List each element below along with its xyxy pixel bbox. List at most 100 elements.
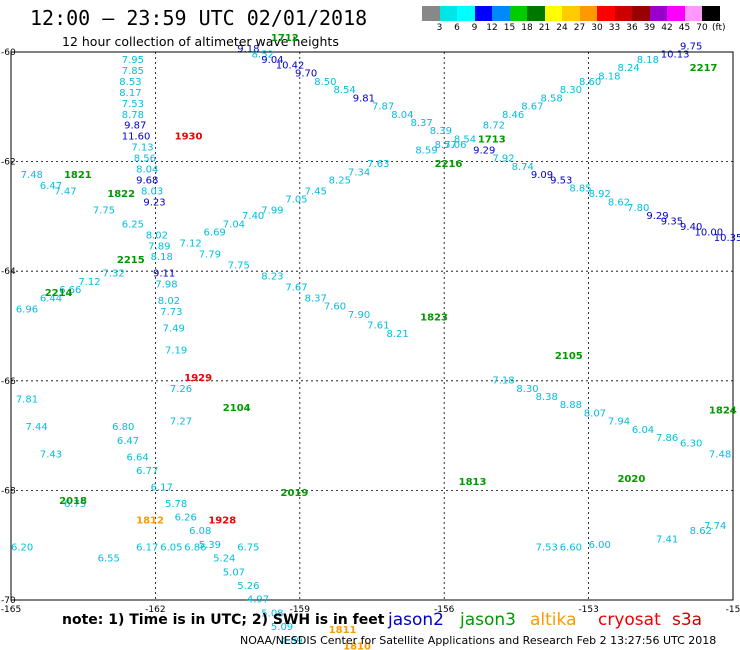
wave-height-value: 10.35 (714, 233, 740, 244)
wave-height-value: 7.41 (656, 534, 678, 545)
wave-height-value: 7.87 (372, 102, 394, 113)
wave-height-value: 8.02 (158, 296, 180, 307)
wave-height-value: 9.29 (646, 211, 668, 222)
wave-height-value: 9.68 (136, 176, 158, 187)
colorbar-swatch (667, 6, 685, 21)
wave-height-value: 7.32 (102, 269, 124, 280)
lat-tick-label: -68 (1, 486, 16, 496)
wave-height-value: 7.44 (25, 422, 47, 433)
wave-height-value: 8.88 (560, 400, 582, 411)
pass-time-label: 2214 (45, 288, 73, 299)
wave-height-value: 7.63 (367, 159, 389, 170)
colorbar-swatch (439, 6, 457, 21)
wave-height-value: 7.79 (199, 250, 221, 261)
colorbar-label: 24 (556, 23, 568, 33)
footer-credit: NOAA/NESDIS Center for Satellite Applica… (240, 634, 717, 647)
colorbar-label: 27 (573, 23, 586, 33)
wave-height-value: 6.60 (560, 543, 582, 554)
wave-height-value: 8.59 (415, 145, 437, 156)
pass-time-label: 1811 (329, 625, 357, 636)
wave-height-value: 8.57 (435, 140, 457, 151)
colorbar-label: 42 (661, 23, 673, 33)
wave-height-value: 6.30 (680, 439, 702, 450)
wave-height-value: 8.17 (119, 88, 141, 99)
wave-height-value: 8.50 (314, 77, 336, 88)
colorbar-swatch (632, 6, 650, 21)
wave-height-value: 8.85 (569, 184, 591, 195)
wave-height-value: 8.18 (637, 55, 659, 66)
legend-altika: altika (530, 610, 577, 630)
pass-time-label: 1822 (107, 189, 135, 200)
lat-tick-label: -64 (1, 267, 16, 277)
wave-height-value: 6.96 (16, 304, 38, 315)
wave-height-value: 7.94 (608, 417, 630, 428)
wave-height-value: 11.60 (122, 132, 151, 143)
colorbar-label: 21 (538, 23, 551, 33)
wave-height-value: 9.29 (473, 145, 495, 156)
wave-height-value: 6.75 (64, 499, 86, 510)
wave-height-value: 7.05 (285, 195, 307, 206)
wave-height-value: 8.74 (512, 162, 534, 173)
pass-time-label: 1823 (420, 313, 448, 324)
page-subtitle: 12 hour collection of altimeter wave hei… (62, 34, 339, 49)
wave-height-value: 7.12 (78, 277, 100, 288)
wave-height-value: 6.00 (589, 540, 611, 551)
lat-tick-label: -62 (1, 158, 16, 168)
pass-time-label: 2215 (117, 255, 145, 266)
wave-height-value: 7.04 (223, 219, 245, 230)
wave-height-value: 7.48 (709, 450, 731, 461)
wave-height-value: 6.86 (184, 543, 206, 554)
wave-height-value: 8.38 (536, 392, 558, 403)
pass-time-label: 1824 (709, 406, 737, 417)
wave-height-value: 7.75 (228, 260, 250, 271)
pass-time-label: 2019 (281, 488, 309, 499)
colorbar-label: 12 (486, 23, 498, 33)
wave-height-value: 8.52 (252, 49, 274, 60)
colorbar-swatch (579, 6, 597, 21)
wave-height-value: 9.70 (295, 69, 317, 80)
map-frame (10, 51, 734, 601)
colorbar-swatch (649, 6, 667, 21)
colorbar-swatch (457, 6, 475, 21)
wave-height-value: 6.17 (151, 482, 173, 493)
wave-height-value: 9.23 (143, 197, 165, 208)
pass-time-label: 1821 (64, 170, 92, 181)
wave-height-value: 7.86 (656, 433, 678, 444)
wave-height-value: 8.62 (690, 526, 712, 537)
legend-cryosat: cryosat (598, 610, 661, 630)
wave-height-value: 7.43 (40, 450, 62, 461)
pass-time-label: 2104 (223, 403, 251, 414)
colorbar-swatch (614, 6, 632, 21)
wave-height-value: 8.39 (430, 126, 452, 137)
wave-height-value: 9.75 (680, 41, 702, 52)
wave-height-value: 8.21 (386, 329, 408, 340)
wave-height-value: 7.53 (536, 543, 558, 554)
wave-height-value: 6.08 (189, 526, 211, 537)
wave-height-value: 7.98 (155, 280, 177, 291)
wave-height-value: 7.67 (285, 282, 307, 293)
wave-height-value: 8.18 (151, 252, 173, 263)
colorbar-label: 39 (643, 23, 656, 33)
wave-height-value: 7.26 (170, 384, 192, 395)
lon-tick-label: -165 (1, 605, 21, 615)
wave-height-value: 6.17 (136, 543, 158, 554)
wave-height-value: 6.20 (11, 543, 33, 554)
pass-time-label: 2020 (617, 474, 645, 485)
lat-tick-label: -60 (1, 48, 16, 58)
wave-height-value: 5.08 (261, 608, 283, 619)
wave-height-value: 7.48 (21, 170, 43, 181)
wave-height-value: 8.67 (521, 102, 543, 113)
wave-height-value: 6.80 (112, 422, 134, 433)
wave-height-value: 8.62 (608, 197, 630, 208)
colorbar-swatch (544, 6, 562, 21)
wave-height-value: 7.61 (367, 321, 389, 332)
wave-height-value: 8.92 (589, 189, 611, 200)
wave-height-value: 7.99 (261, 206, 283, 217)
lon-tick-label: -15 (726, 605, 740, 615)
wave-height-value: 7.74 (704, 521, 726, 532)
wave-height-value: 9.35 (661, 217, 683, 228)
wave-height-value: 9.40 (680, 222, 702, 233)
wave-height-value: 6.05 (160, 543, 182, 554)
pass-time-label: 1928 (208, 515, 236, 526)
